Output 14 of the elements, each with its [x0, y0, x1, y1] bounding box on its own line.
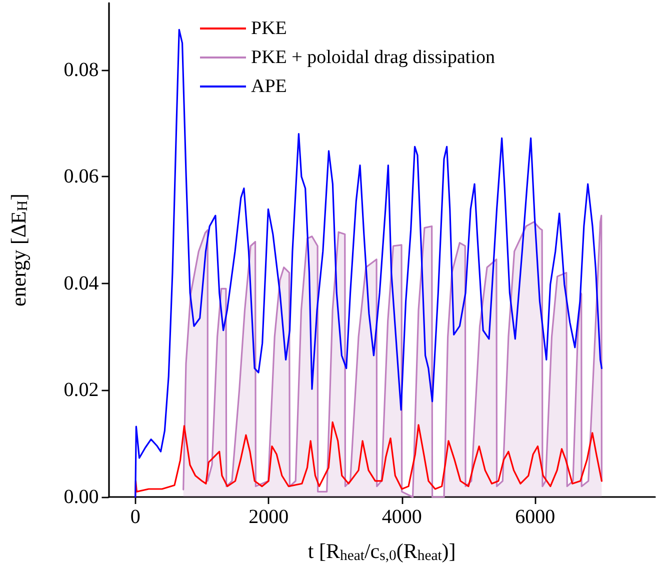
y-tick-label: 0.02: [64, 379, 99, 402]
x-axis-title: t [Rheat/cs,0(Rheat)]: [308, 539, 456, 564]
legend-label: APE: [251, 76, 287, 97]
y-axis-title: energy [ΔEH]: [6, 194, 32, 306]
x-tick-label: 0: [130, 506, 140, 528]
y-tick-label: 0.00: [64, 486, 99, 508]
y-tick-label: 0.04: [64, 272, 99, 294]
x-tick-label: 6000: [515, 506, 556, 528]
x-tick-label: 2000: [248, 506, 289, 528]
y-tick-label: 0.08: [64, 58, 99, 81]
x-tick-label: 4000: [382, 506, 422, 528]
legend-label: PKE: [251, 18, 287, 39]
y-tick-label: 0.06: [64, 166, 99, 188]
legend-label: PKE + poloidal drag dissipation: [251, 47, 496, 68]
